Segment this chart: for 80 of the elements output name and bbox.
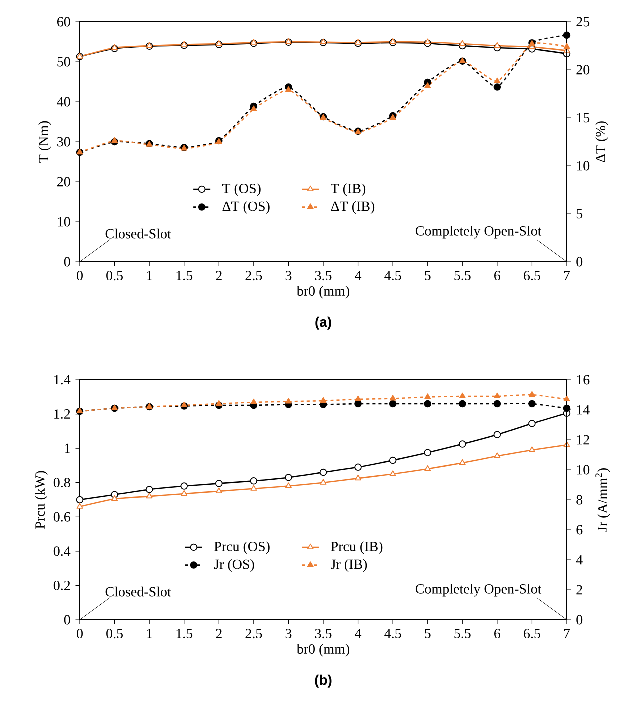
y-tick-label: 0.8 bbox=[54, 478, 70, 488]
x-tick-label: 4.5 bbox=[384, 271, 402, 281]
text: (b) bbox=[315, 674, 332, 688]
y2-tick-label: 0 bbox=[576, 615, 583, 625]
y2-tick-label: 8 bbox=[576, 495, 583, 505]
annotation: Completely Open-Slot bbox=[416, 226, 542, 239]
y-tick-label: 1.2 bbox=[54, 410, 70, 420]
annotation: Closed-Slot bbox=[106, 228, 172, 239]
x-tick-label: 6 bbox=[494, 271, 501, 281]
x-tick-label: 2.5 bbox=[246, 629, 262, 639]
legend-label: T (IB) bbox=[331, 184, 366, 196]
legend-label: Prcu (IB) bbox=[331, 542, 383, 554]
y-tick-label: 0.6 bbox=[54, 512, 70, 522]
y-tick-label: 0.2 bbox=[54, 580, 70, 590]
legend-label: Jr (IB) bbox=[331, 559, 368, 572]
y-tick-label: 20 bbox=[57, 177, 70, 187]
y-tick-label: 60 bbox=[57, 17, 70, 27]
x-axis-title: br0 (mm) bbox=[296, 286, 350, 299]
y2-axis-title: ΔT (%) bbox=[596, 122, 608, 162]
x-tick-label: 5 bbox=[425, 629, 431, 638]
y2-tick-label: 12 bbox=[577, 435, 590, 445]
y2-tick-label: 5 bbox=[576, 209, 583, 219]
x-tick-label: 0.5 bbox=[106, 271, 123, 281]
x-tick-label: 1.5 bbox=[176, 629, 193, 639]
x-tick-label: 7 bbox=[564, 271, 570, 280]
x-tick-label: 0 bbox=[77, 271, 83, 281]
x-tick-label: 6.5 bbox=[524, 629, 540, 639]
x-tick-label: 2 bbox=[216, 271, 222, 280]
y2-tick-label: 2 bbox=[576, 585, 582, 595]
y-tick-label: 1 bbox=[65, 444, 70, 454]
y2-tick-label: 14 bbox=[577, 405, 590, 415]
x-tick-label: 5 bbox=[425, 271, 431, 280]
legend-label: Jr (OS) bbox=[214, 559, 254, 572]
y2-axis-title: Jr (A/mm$^{2}$) bbox=[596, 468, 610, 532]
y-tick-label: 10 bbox=[58, 217, 70, 227]
y2-tick-label: 16 bbox=[577, 375, 590, 385]
x-tick-label: 3 bbox=[286, 629, 292, 639]
text: (a) bbox=[316, 316, 332, 330]
y2-tick-label: 0 bbox=[576, 257, 583, 267]
x-tick-label: 7 bbox=[564, 629, 570, 638]
x-tick-label: 4 bbox=[355, 629, 362, 638]
y-tick-label: 0.4 bbox=[54, 546, 71, 556]
x-tick-label: 3 bbox=[286, 271, 292, 281]
y2-tick-label: 10 bbox=[577, 465, 590, 475]
x-tick-label: 2 bbox=[216, 629, 222, 638]
y2-tick-label: 25 bbox=[576, 17, 590, 27]
y-axis-title: Prcu (kW) bbox=[35, 471, 48, 529]
y-tick-label: 30 bbox=[58, 137, 70, 147]
legend-label: Prcu (OS) bbox=[214, 542, 270, 554]
y-tick-label: 40 bbox=[57, 97, 70, 107]
x-tick-label: 2.5 bbox=[246, 271, 262, 281]
annotation: Closed-Slot bbox=[106, 586, 172, 597]
x-tick-label: 1 bbox=[147, 629, 152, 638]
x-tick-label: 4.5 bbox=[384, 629, 402, 639]
x-tick-label: 5.5 bbox=[454, 629, 471, 638]
y-tick-label: 0 bbox=[64, 257, 70, 267]
y2-tick-label: 10 bbox=[577, 161, 590, 171]
annotation: Completely Open-Slot bbox=[416, 584, 542, 597]
legend-label: ΔT (IB) bbox=[331, 201, 375, 214]
legend-label: T (OS) bbox=[222, 184, 261, 196]
x-tick-label: 1 bbox=[147, 271, 152, 280]
y-tick-label: 1.4 bbox=[54, 375, 71, 385]
x-tick-label: 3.5 bbox=[315, 271, 332, 281]
y2-tick-label: 6 bbox=[576, 525, 583, 535]
legend-label: ΔT (OS) bbox=[222, 201, 270, 214]
x-tick-label: 6 bbox=[494, 629, 501, 639]
y-tick-label: 50 bbox=[58, 57, 70, 67]
x-tick-label: 1.5 bbox=[176, 271, 193, 281]
x-tick-label: 5.5 bbox=[454, 271, 471, 280]
y-axis-title: T (Nm) bbox=[38, 121, 52, 163]
y-tick-label: 0 bbox=[64, 615, 70, 625]
y2-tick-label: 4 bbox=[576, 555, 583, 565]
y2-tick-label: 20 bbox=[576, 65, 590, 75]
x-axis-title: br0 (mm) bbox=[296, 644, 350, 657]
x-tick-label: 4 bbox=[355, 271, 362, 280]
x-tick-label: 6.5 bbox=[524, 271, 540, 281]
y2-tick-label: 15 bbox=[577, 113, 590, 123]
x-tick-label: 0 bbox=[77, 629, 83, 639]
x-tick-label: 0.5 bbox=[106, 629, 123, 639]
x-tick-label: 3.5 bbox=[315, 629, 332, 639]
